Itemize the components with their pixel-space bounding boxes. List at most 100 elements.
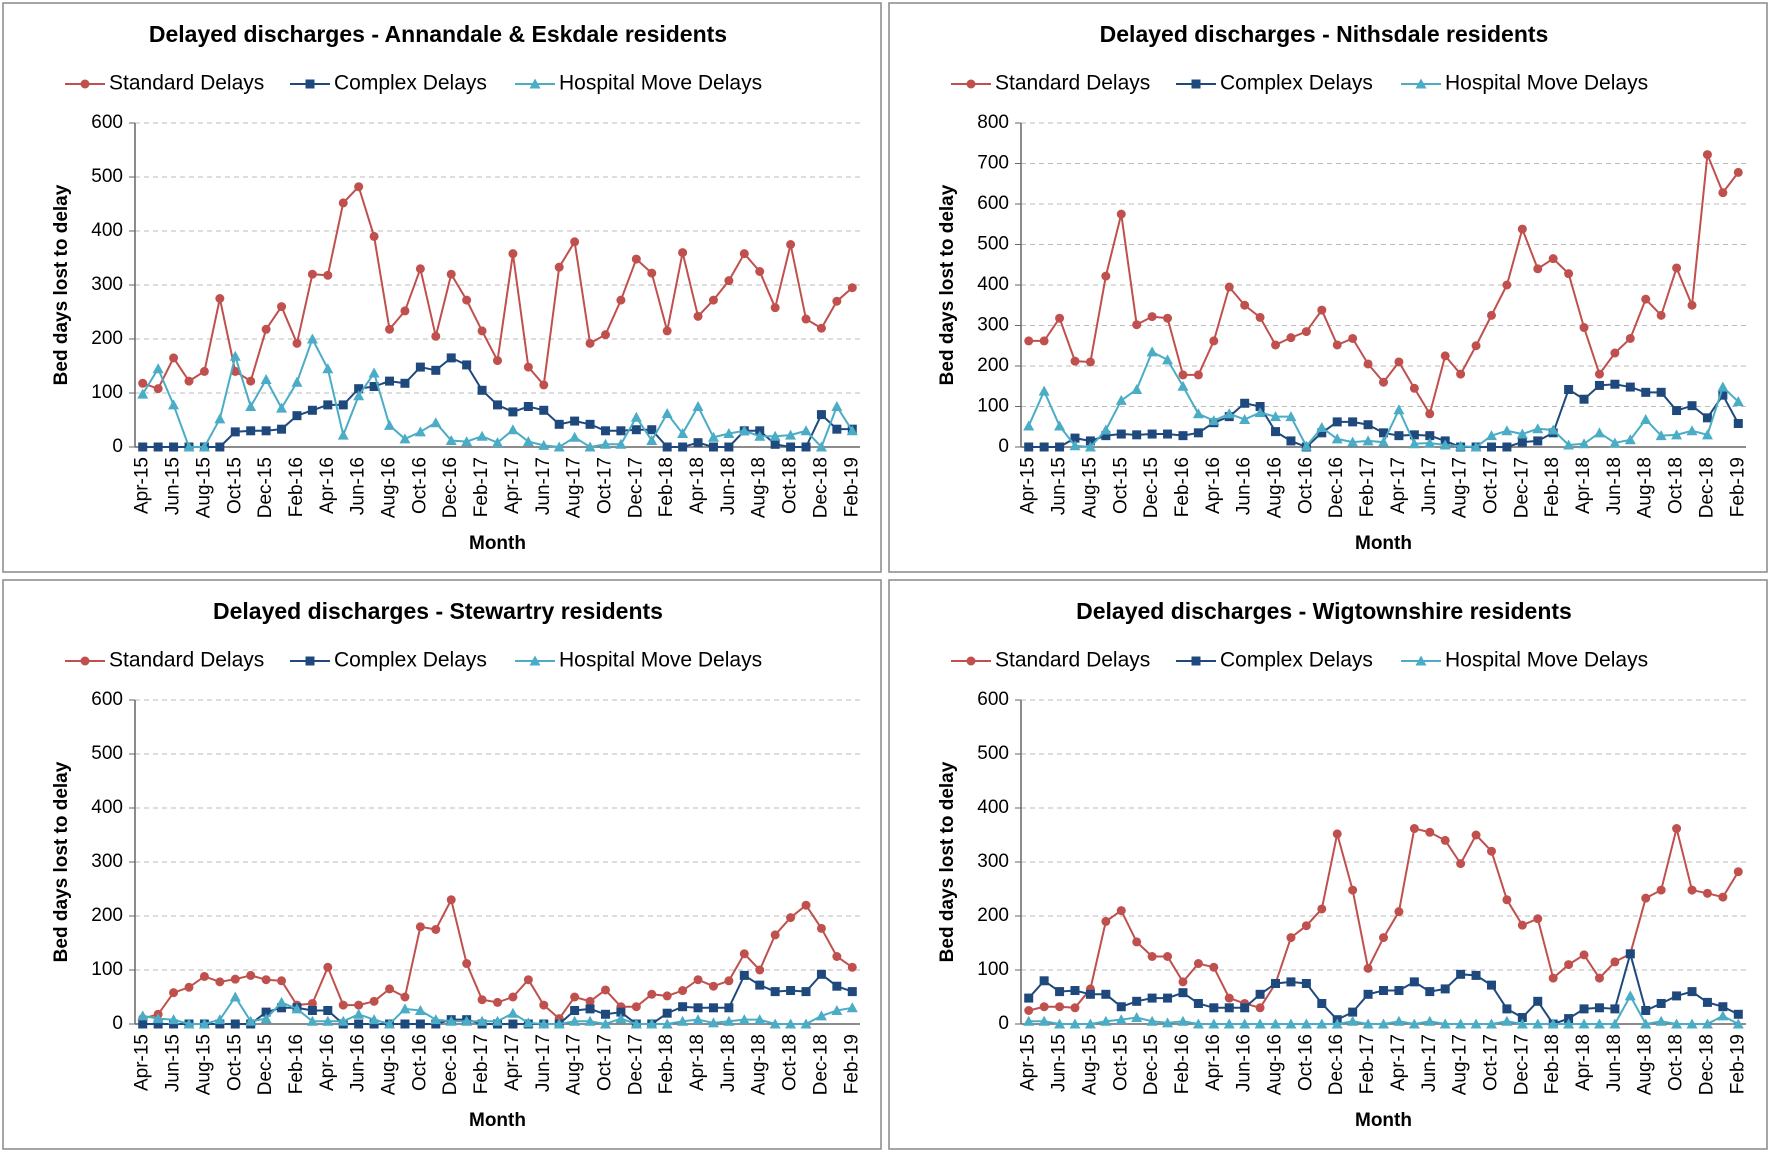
legend-label: Standard Delays xyxy=(109,649,264,672)
marker xyxy=(354,384,364,394)
marker xyxy=(384,419,396,430)
marker xyxy=(1594,369,1604,379)
marker xyxy=(1425,431,1435,441)
marker xyxy=(1038,1015,1050,1026)
marker xyxy=(507,424,519,435)
marker xyxy=(739,249,749,259)
marker xyxy=(1718,188,1728,198)
marker xyxy=(1147,993,1157,1003)
y-tick-label: 200 xyxy=(91,905,123,926)
x-tick-label: Jun-18 xyxy=(718,457,739,515)
x-tick-label: Apr-18 xyxy=(687,457,708,514)
marker xyxy=(1502,1004,1512,1014)
marker xyxy=(1672,263,1682,273)
marker xyxy=(1055,442,1065,452)
marker xyxy=(493,400,502,410)
x-tick-label: Feb-16 xyxy=(1172,1034,1193,1094)
marker xyxy=(707,431,719,442)
marker xyxy=(754,1014,766,1025)
marker xyxy=(1316,422,1328,433)
marker xyxy=(1624,434,1636,445)
marker xyxy=(1379,428,1388,438)
marker xyxy=(246,426,256,436)
marker xyxy=(662,326,672,336)
x-tick-label: Oct-16 xyxy=(409,1034,430,1091)
marker xyxy=(786,442,796,452)
marker xyxy=(400,306,410,316)
marker xyxy=(554,419,564,429)
marker xyxy=(1162,1017,1174,1028)
marker xyxy=(1178,977,1188,987)
marker xyxy=(1363,359,1373,369)
marker xyxy=(1023,1015,1035,1026)
marker xyxy=(529,78,541,89)
marker xyxy=(1301,327,1311,337)
marker xyxy=(832,296,842,306)
marker xyxy=(1486,846,1496,856)
x-tick-label: Dec-18 xyxy=(810,1034,831,1095)
marker xyxy=(1516,1018,1528,1029)
marker xyxy=(431,331,441,341)
marker xyxy=(1317,305,1327,315)
marker xyxy=(461,1015,473,1026)
marker xyxy=(631,1002,641,1012)
x-tick-label: Oct-15 xyxy=(224,1034,245,1091)
marker xyxy=(137,1010,149,1021)
marker xyxy=(1502,442,1512,452)
marker xyxy=(1193,998,1203,1008)
marker xyxy=(492,1015,503,1026)
marker xyxy=(1393,1015,1405,1026)
x-tick-label: Dec-16 xyxy=(1326,1034,1347,1095)
marker xyxy=(430,1014,442,1025)
x-tick-label: Feb-19 xyxy=(841,457,862,517)
marker xyxy=(1610,957,1620,967)
marker xyxy=(493,997,502,1007)
marker xyxy=(1378,1018,1389,1029)
marker xyxy=(1732,1018,1744,1029)
marker xyxy=(966,656,976,666)
marker xyxy=(1208,1018,1220,1029)
marker xyxy=(1379,986,1388,996)
marker xyxy=(693,311,703,321)
marker xyxy=(1394,357,1404,367)
marker xyxy=(353,390,365,401)
marker xyxy=(1254,407,1266,418)
marker xyxy=(1439,439,1451,450)
marker xyxy=(770,987,780,997)
marker xyxy=(1070,356,1080,366)
marker xyxy=(1455,440,1467,451)
marker xyxy=(476,1015,488,1026)
x-tick-label: Oct-18 xyxy=(780,1034,801,1091)
x-tick-label: Dec-15 xyxy=(255,457,276,518)
marker xyxy=(353,1008,365,1019)
marker xyxy=(1132,937,1142,947)
marker xyxy=(770,930,780,940)
marker xyxy=(1517,920,1527,930)
marker xyxy=(1255,402,1265,411)
marker xyxy=(847,987,857,997)
marker xyxy=(462,360,472,370)
marker xyxy=(369,231,379,241)
marker xyxy=(1101,989,1111,999)
marker xyxy=(616,1007,626,1017)
marker xyxy=(1332,829,1342,839)
marker xyxy=(1579,323,1589,333)
marker xyxy=(369,382,379,392)
marker xyxy=(724,976,734,986)
marker xyxy=(291,1003,303,1014)
marker xyxy=(246,970,256,980)
marker xyxy=(1363,420,1373,430)
marker xyxy=(599,1018,611,1029)
marker xyxy=(1702,997,1712,1007)
panel-border xyxy=(2,2,882,573)
marker xyxy=(445,435,457,446)
marker xyxy=(678,1002,688,1012)
marker xyxy=(277,424,287,434)
x-tick-label: Jun-15 xyxy=(1049,457,1070,515)
chart-title: Delayed discharges - Annandale & Eskdale… xyxy=(149,21,727,47)
marker xyxy=(1163,993,1173,1003)
x-tick-label: Feb-16 xyxy=(1172,457,1193,517)
marker xyxy=(323,270,333,280)
marker xyxy=(724,442,734,452)
marker xyxy=(1609,437,1621,448)
